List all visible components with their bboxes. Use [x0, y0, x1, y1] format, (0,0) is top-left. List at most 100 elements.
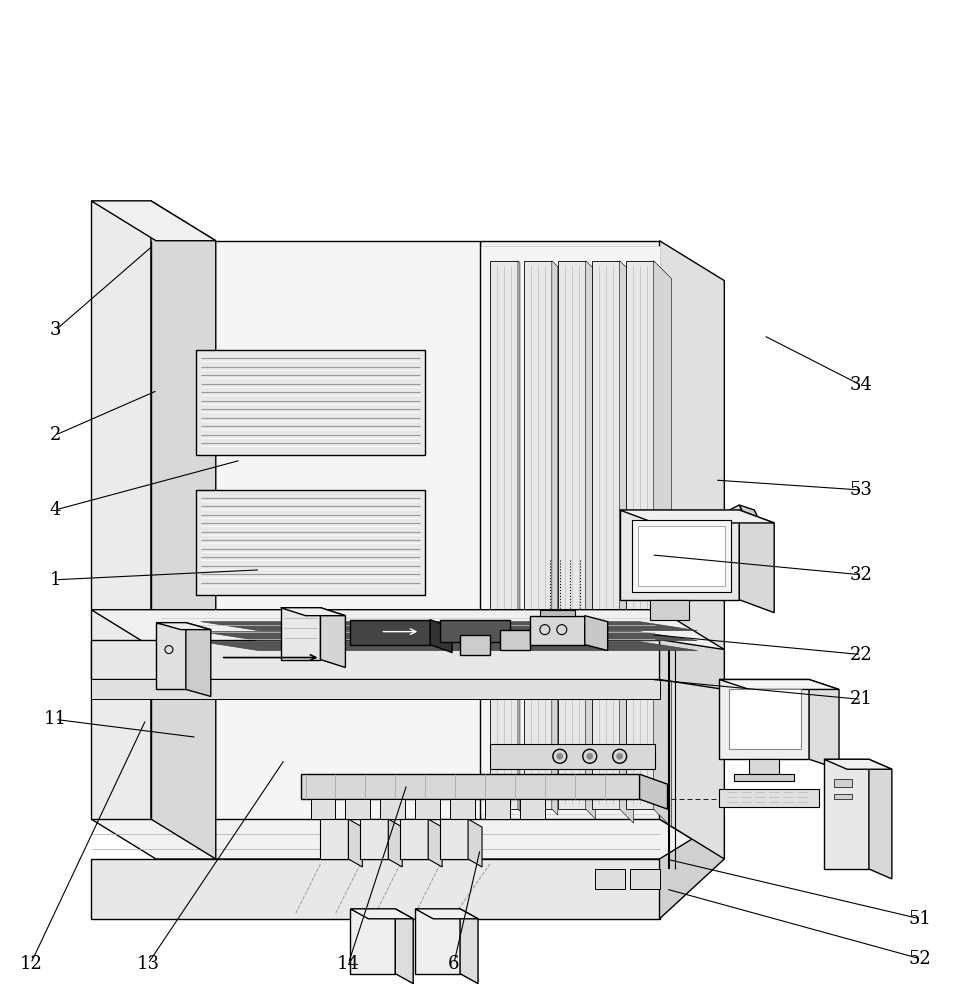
Polygon shape	[734, 774, 794, 781]
Text: 53: 53	[850, 481, 873, 499]
Polygon shape	[540, 610, 574, 616]
Polygon shape	[824, 759, 892, 769]
Bar	[196, 350, 425, 455]
Polygon shape	[650, 600, 690, 620]
Bar	[196, 490, 425, 595]
Polygon shape	[91, 610, 724, 650]
Polygon shape	[719, 679, 809, 759]
Polygon shape	[750, 759, 779, 774]
Bar	[729, 689, 801, 749]
Polygon shape	[619, 510, 774, 523]
Circle shape	[616, 753, 622, 759]
Text: 12: 12	[20, 955, 42, 973]
Polygon shape	[301, 774, 640, 799]
Polygon shape	[201, 632, 698, 641]
Polygon shape	[280, 608, 345, 616]
Polygon shape	[460, 909, 478, 984]
Polygon shape	[460, 635, 490, 655]
Polygon shape	[201, 622, 698, 631]
Polygon shape	[490, 744, 655, 769]
Polygon shape	[558, 261, 586, 809]
Text: 2: 2	[49, 426, 61, 444]
Polygon shape	[156, 623, 211, 630]
Polygon shape	[280, 608, 320, 660]
Polygon shape	[592, 261, 619, 809]
Text: 4: 4	[49, 501, 61, 519]
Text: 52: 52	[908, 950, 931, 968]
Polygon shape	[468, 819, 482, 867]
Polygon shape	[660, 819, 724, 919]
Polygon shape	[739, 510, 774, 613]
Polygon shape	[430, 620, 452, 653]
Polygon shape	[524, 261, 552, 809]
Polygon shape	[428, 819, 442, 867]
Polygon shape	[151, 201, 216, 859]
Polygon shape	[361, 819, 388, 859]
Polygon shape	[388, 819, 402, 867]
Polygon shape	[500, 630, 530, 650]
Polygon shape	[416, 909, 478, 919]
Polygon shape	[201, 642, 698, 651]
Polygon shape	[440, 819, 468, 859]
Text: 13: 13	[136, 955, 160, 973]
Polygon shape	[719, 789, 819, 807]
Polygon shape	[91, 201, 151, 819]
Polygon shape	[490, 261, 517, 809]
Polygon shape	[351, 909, 414, 919]
Polygon shape	[416, 909, 460, 974]
Text: 34: 34	[850, 376, 873, 394]
Polygon shape	[440, 620, 510, 642]
Circle shape	[557, 753, 563, 759]
Polygon shape	[480, 246, 660, 814]
Bar	[595, 869, 624, 889]
Polygon shape	[690, 505, 750, 550]
Polygon shape	[719, 679, 839, 689]
Polygon shape	[91, 640, 660, 679]
Polygon shape	[91, 201, 216, 241]
Polygon shape	[380, 799, 406, 819]
Polygon shape	[824, 759, 869, 869]
Polygon shape	[320, 819, 349, 859]
Polygon shape	[485, 799, 510, 819]
Polygon shape	[151, 241, 480, 819]
Polygon shape	[619, 261, 634, 823]
Polygon shape	[395, 909, 414, 984]
Polygon shape	[695, 550, 714, 585]
Polygon shape	[156, 623, 186, 689]
Polygon shape	[520, 799, 545, 819]
Text: 51: 51	[908, 910, 931, 928]
Text: 6: 6	[448, 955, 460, 973]
Polygon shape	[480, 241, 660, 819]
Polygon shape	[349, 819, 363, 867]
Polygon shape	[552, 261, 558, 815]
Polygon shape	[660, 640, 724, 689]
Text: 22: 22	[850, 646, 873, 664]
Polygon shape	[416, 799, 440, 819]
Polygon shape	[91, 819, 724, 859]
Polygon shape	[345, 799, 370, 819]
Polygon shape	[91, 679, 660, 699]
Polygon shape	[320, 608, 345, 668]
Polygon shape	[625, 261, 654, 809]
Polygon shape	[311, 799, 335, 819]
Polygon shape	[739, 505, 764, 530]
Polygon shape	[530, 616, 585, 645]
Polygon shape	[654, 261, 671, 827]
Bar	[631, 520, 731, 592]
Circle shape	[587, 753, 593, 759]
Polygon shape	[91, 859, 660, 919]
Polygon shape	[186, 623, 211, 696]
Text: 32: 32	[850, 566, 873, 584]
Bar	[834, 794, 852, 799]
Polygon shape	[809, 679, 839, 769]
Polygon shape	[351, 909, 395, 974]
Polygon shape	[640, 774, 667, 809]
Bar	[629, 869, 660, 889]
Bar	[638, 526, 725, 586]
Text: 14: 14	[337, 955, 360, 973]
Polygon shape	[400, 819, 428, 859]
Polygon shape	[351, 620, 430, 645]
Bar	[834, 779, 852, 787]
Text: 11: 11	[44, 710, 67, 728]
Polygon shape	[517, 261, 520, 811]
